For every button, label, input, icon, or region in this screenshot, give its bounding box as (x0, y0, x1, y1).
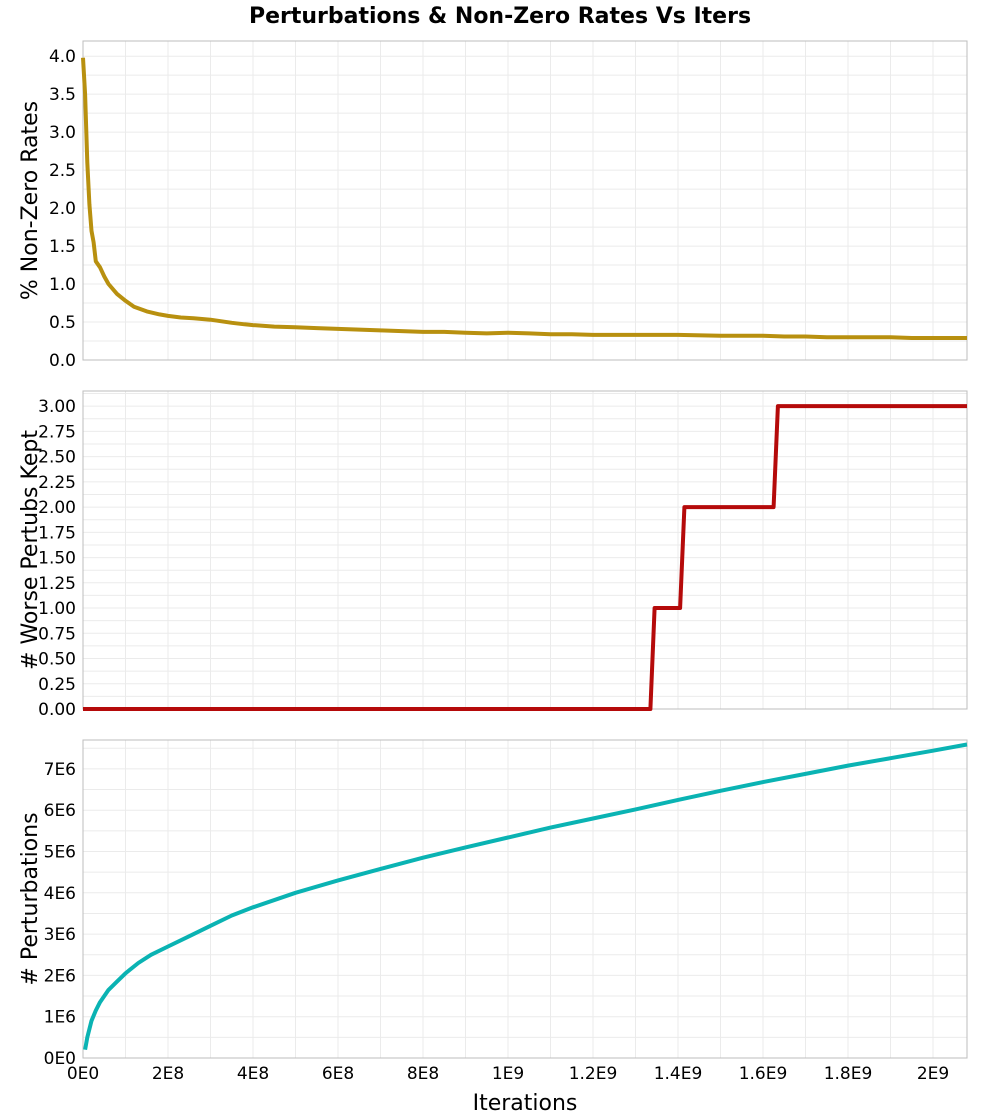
y-tick-label: 1.5 (49, 237, 76, 257)
y-tick-label: 2.5 (49, 161, 76, 181)
x-tick-label: 1.2E9 (569, 1064, 618, 1084)
y-tick-label: 0.75 (38, 624, 76, 644)
x-tick-label: 1.4E9 (654, 1064, 703, 1084)
y-tick-label: 2.50 (38, 448, 76, 468)
y-tick-label: 4.0 (49, 47, 76, 67)
x-tick-label: 2E9 (917, 1064, 949, 1084)
subplot-2: 0.00 0.25 0.50 0.75 1.00 1.25 1.50 1.75 2.00 2.25… (18, 390, 968, 720)
plot-frame (82, 40, 968, 361)
y-tick-label: 1.00 (38, 599, 76, 619)
y-tick-label: 4E6 (44, 884, 76, 904)
y-tick-label: 2.75 (38, 422, 76, 442)
y-tick-label: 1.0 (49, 275, 76, 295)
chart-title: Perturbations & Non-Zero Rates Vs Iters (249, 4, 751, 29)
x-axis-label: Iterations (473, 1091, 578, 1116)
x-tick-label: 4E8 (237, 1064, 269, 1084)
y-tick-label: 1E6 (44, 1008, 76, 1028)
y-tick-label: 3.00 (38, 397, 76, 417)
series-line (83, 404, 967, 711)
y-tick-label: 5E6 (44, 843, 76, 863)
x-tick-label: 1.6E9 (739, 1064, 788, 1084)
y-tick-label: 6E6 (44, 801, 76, 821)
y-tick-label: 0E0 (44, 1049, 76, 1069)
series-line (83, 742, 968, 1051)
y-tick-label: 2.0 (49, 199, 76, 219)
y-tick-label: 3E6 (44, 925, 76, 945)
subplot-3: 0E0 1E6 2E6 3E6 4E6 5E6 6E6 7E6 # Perturbations 0… (18, 739, 968, 1084)
y-tick-label: 2.25 (38, 473, 76, 493)
y-tick-label: 1.75 (38, 523, 76, 543)
plot-frame (82, 739, 968, 1059)
x-tick-label: 2E8 (152, 1064, 184, 1084)
y-tick-label: 1.25 (38, 574, 76, 594)
y-axis-label: % Non-Zero Rates (18, 101, 43, 300)
y-tick-label: 0.0 (49, 351, 76, 371)
y-tick-label: 3.5 (49, 85, 76, 105)
x-tick-label: 1.8E9 (824, 1064, 873, 1084)
x-tick-label: 6E8 (322, 1064, 354, 1084)
x-tick-label: 0E0 (67, 1064, 99, 1084)
subplot-1: 0.0 0.5 1.0 1.5 2.0 2.5 3.0 3.5 4.0 % Non-Zero Ra… (18, 40, 968, 371)
y-axis-label: # Worse Pertubs Kept (18, 430, 43, 670)
series-line (81, 57, 967, 340)
y-tick-label: 1.50 (38, 549, 76, 569)
y-tick-label: 0.25 (38, 675, 76, 695)
plot-frame (82, 390, 968, 710)
y-tick-label: 2E6 (44, 966, 76, 986)
y-tick-label: 2.00 (38, 498, 76, 518)
y-tick-label: 7E6 (44, 760, 76, 780)
y-tick-label: 0.5 (49, 313, 76, 333)
x-tick-label: 8E8 (407, 1064, 439, 1084)
y-tick-label: 3.0 (49, 123, 76, 143)
y-axis-label: # Perturbations (18, 812, 43, 985)
y-tick-label: 0.50 (38, 650, 76, 670)
x-tick-label: 1E9 (492, 1064, 524, 1084)
subplots: 0.0 0.5 1.0 1.5 2.0 2.5 3.0 3.5 4.0 % Non-Zero Ra… (18, 40, 968, 1084)
y-tick-label: 0.00 (38, 700, 76, 720)
